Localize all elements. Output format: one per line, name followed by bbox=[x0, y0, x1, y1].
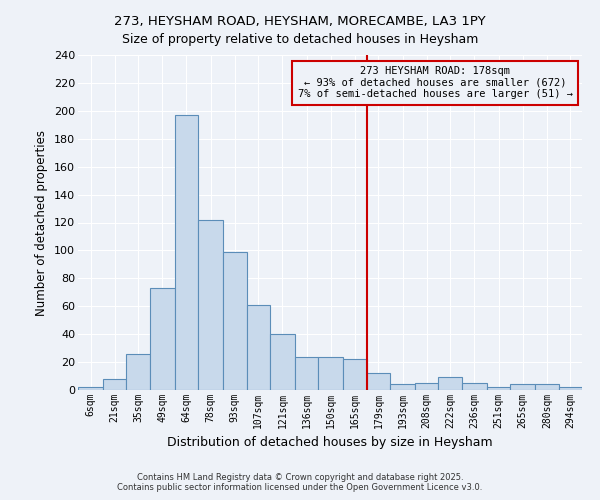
Bar bbox=[175, 115, 198, 390]
Bar bbox=[367, 373, 390, 390]
Bar bbox=[198, 220, 223, 390]
Bar bbox=[319, 356, 343, 390]
Bar bbox=[103, 379, 127, 390]
Bar bbox=[439, 378, 462, 390]
Text: 273, HEYSHAM ROAD, HEYSHAM, MORECAMBE, LA3 1PY: 273, HEYSHAM ROAD, HEYSHAM, MORECAMBE, L… bbox=[114, 15, 486, 28]
Bar bbox=[78, 387, 103, 390]
Bar bbox=[535, 384, 559, 390]
Bar bbox=[247, 305, 270, 390]
Text: 273 HEYSHAM ROAD: 178sqm
← 93% of detached houses are smaller (672)
7% of semi-d: 273 HEYSHAM ROAD: 178sqm ← 93% of detach… bbox=[298, 66, 572, 100]
X-axis label: Distribution of detached houses by size in Heysham: Distribution of detached houses by size … bbox=[167, 436, 493, 450]
Bar bbox=[390, 384, 415, 390]
Bar bbox=[487, 387, 510, 390]
Bar bbox=[343, 360, 367, 390]
Bar bbox=[462, 383, 487, 390]
Bar bbox=[510, 384, 535, 390]
Y-axis label: Number of detached properties: Number of detached properties bbox=[35, 130, 49, 316]
Bar bbox=[223, 252, 247, 390]
Bar bbox=[559, 387, 582, 390]
Bar bbox=[270, 334, 295, 390]
Bar bbox=[415, 383, 439, 390]
Text: Contains HM Land Registry data © Crown copyright and database right 2025.
Contai: Contains HM Land Registry data © Crown c… bbox=[118, 473, 482, 492]
Bar bbox=[295, 356, 319, 390]
Bar bbox=[150, 288, 175, 390]
Bar bbox=[127, 354, 150, 390]
Text: Size of property relative to detached houses in Heysham: Size of property relative to detached ho… bbox=[122, 32, 478, 46]
